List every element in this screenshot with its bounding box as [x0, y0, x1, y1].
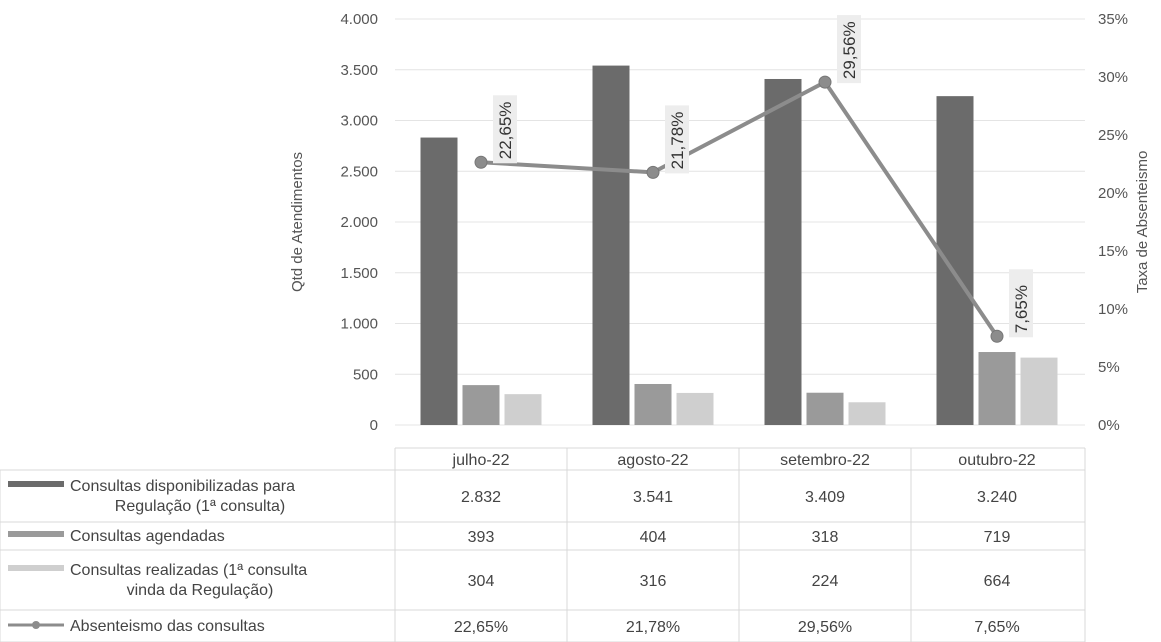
bar	[936, 96, 974, 425]
legend-label: Absenteismo das consultas	[70, 618, 265, 635]
y2-tick-label: 5%	[1098, 359, 1120, 376]
legend-label: Consultas agendadas	[70, 528, 225, 545]
table-value-cell: 2.832	[461, 489, 501, 506]
legend-key	[8, 481, 64, 487]
table-header-cell: setembro-22	[780, 452, 870, 469]
y2-tick-label: 15%	[1098, 243, 1128, 260]
legend-key	[8, 565, 64, 571]
y2-tick-label: 20%	[1098, 185, 1128, 202]
bar	[1020, 357, 1058, 425]
y2-tick-label: 30%	[1098, 69, 1128, 86]
legend-label: Regulação (1ª consulta)	[115, 498, 285, 515]
y2-tick-label: 35%	[1098, 11, 1128, 28]
point-label-box	[1009, 269, 1033, 338]
point-label-text: 7,65%	[1012, 285, 1031, 333]
bar	[806, 392, 844, 425]
y-tick-label: 3.500	[340, 62, 378, 79]
y-tick-label: 4.000	[340, 11, 378, 28]
table-value-cell: 3.409	[805, 489, 845, 506]
line-point	[818, 75, 832, 89]
point-label: 29,56%	[837, 15, 861, 84]
table-value-cell: 3.240	[977, 489, 1017, 506]
table-value-cell: 393	[468, 529, 495, 546]
point-label-text: 29,56%	[840, 21, 859, 79]
legend-key	[8, 531, 64, 537]
y-tick-label: 2.000	[340, 214, 378, 231]
legend-key-marker	[32, 621, 40, 629]
table-value-cell: 29,56%	[798, 619, 852, 636]
table-value-cell: 664	[984, 573, 1011, 590]
point-label-text: 22,65%	[496, 102, 515, 160]
table-value-cell: 21,78%	[626, 619, 680, 636]
table-value-cell: 22,65%	[454, 619, 508, 636]
line-point	[990, 329, 1004, 343]
table-value-cell: 719	[984, 529, 1011, 546]
y-tick-label: 2.500	[340, 163, 378, 180]
bar	[676, 392, 714, 425]
y-axis-title: Qtd de Atendimentos	[289, 152, 306, 292]
table-header-cell: julho-22	[452, 452, 510, 469]
bar	[420, 137, 458, 425]
table-value-cell: 3.541	[633, 489, 673, 506]
line-point	[646, 165, 660, 179]
bar	[764, 78, 802, 425]
bar	[504, 394, 542, 425]
bar	[462, 385, 500, 425]
point-label-text: 21,78%	[668, 112, 687, 170]
y2-tick-label: 25%	[1098, 127, 1128, 144]
point-label: 21,78%	[665, 105, 689, 174]
y-tick-label: 3.000	[340, 113, 378, 130]
table-value-cell: 7,65%	[974, 619, 1019, 636]
table-value-cell: 316	[640, 573, 667, 590]
bar	[634, 383, 672, 425]
line-point	[474, 155, 488, 169]
legend-label: vinda da Regulação)	[127, 582, 274, 599]
y2-tick-label: 10%	[1098, 301, 1128, 318]
table-value-cell: 304	[468, 573, 495, 590]
y2-axis-title: Taxa de Absenteismo	[1134, 151, 1151, 294]
y-tick-label: 500	[353, 366, 378, 383]
y-tick-label: 1.000	[340, 316, 378, 333]
legend-label: Consultas realizadas (1ª consulta	[70, 562, 307, 579]
table-value-cell: 224	[812, 573, 839, 590]
bar	[592, 65, 630, 425]
bar	[978, 352, 1016, 425]
point-label-box	[493, 95, 517, 164]
bar	[848, 402, 886, 425]
table-value-cell: 404	[640, 529, 667, 546]
table-header-cell: outubro-22	[958, 452, 1035, 469]
y-tick-label: 0	[370, 417, 378, 434]
point-label: 22,65%	[493, 95, 517, 164]
table-value-cell: 318	[812, 529, 839, 546]
table-header-cell: agosto-22	[617, 452, 688, 469]
y2-tick-label: 0%	[1098, 417, 1120, 434]
point-label-box	[837, 15, 861, 84]
series-line	[480, 79, 999, 338]
point-label: 7,65%	[1009, 269, 1033, 338]
legend-label: Consultas disponibilizadas para	[70, 478, 295, 495]
y-tick-label: 1.500	[340, 265, 378, 282]
point-label-box	[665, 105, 689, 174]
